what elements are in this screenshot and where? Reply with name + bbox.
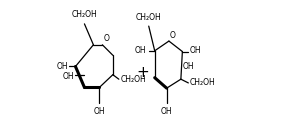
Text: OH: OH (190, 46, 201, 55)
Text: CH₂OH: CH₂OH (190, 78, 216, 87)
Text: OH: OH (135, 46, 147, 55)
Text: O: O (170, 31, 176, 40)
Text: OH: OH (63, 72, 74, 81)
Text: OH: OH (161, 107, 172, 116)
Text: OH: OH (56, 62, 68, 71)
Text: CH₂OH: CH₂OH (120, 75, 146, 84)
Text: CH₂OH: CH₂OH (136, 13, 162, 22)
Text: O: O (104, 34, 110, 43)
Text: OH: OH (93, 107, 105, 116)
Text: CH₂OH: CH₂OH (72, 10, 97, 19)
Text: OH: OH (183, 62, 195, 71)
Text: +: + (136, 65, 149, 80)
